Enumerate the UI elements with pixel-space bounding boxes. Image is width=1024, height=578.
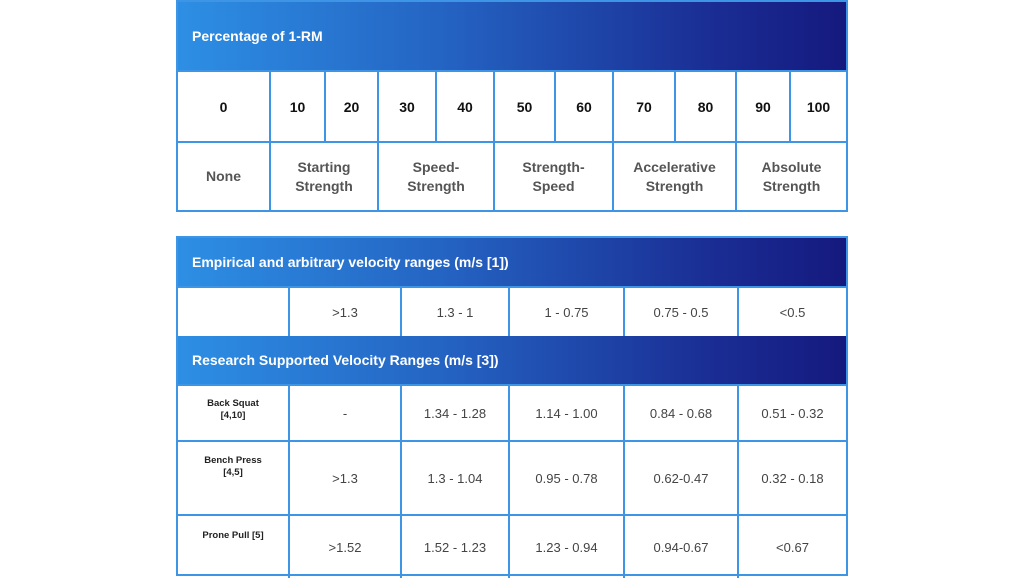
velocity-cell: 0.62-0.47 — [653, 470, 709, 486]
velocity-cell: 1.34 - 1.28 — [423, 405, 487, 421]
velocity-cell: <0.67 — [776, 539, 809, 555]
exercise-label-bench-press: Bench Press [4,5] — [178, 442, 288, 514]
zone-cell: Strength- Speed — [495, 143, 612, 210]
zone-cell: Starting Strength — [271, 143, 377, 210]
zone-label: Speed — [532, 177, 575, 194]
velocity-cell: 0.32 - 0.18 — [761, 470, 824, 486]
exercise-name: Back Squat — [207, 398, 259, 409]
velocity-cell: >1.3 — [332, 470, 358, 486]
velocity-cell: 0.94-0.67 — [653, 539, 709, 555]
zone-label: Starting — [297, 158, 351, 175]
empirical-header-text: Empirical and arbitrary velocity ranges … — [192, 254, 509, 270]
research-header: Research Supported Velocity Ranges (m/s … — [178, 336, 846, 384]
empirical-cell: <0.5 — [779, 304, 806, 320]
zone-cell: Accelerative Strength — [614, 143, 735, 210]
zone-label: Strength — [407, 177, 465, 194]
velocity-cell: 1.52 - 1.23 — [423, 539, 487, 555]
pct-cell: 40 — [457, 98, 473, 115]
empirical-cell: 0.75 - 0.5 — [653, 304, 709, 320]
percentage-1rm-table: Percentage of 1-RM 0 10 20 30 40 50 60 7… — [176, 0, 848, 212]
zone-cell: Speed- Strength — [379, 143, 493, 210]
exercise-ref: [4,5] — [223, 467, 243, 478]
empirical-cell: >1.3 — [332, 304, 358, 320]
zone-label: Accelerative — [633, 158, 716, 175]
empirical-cell: 1.3 - 1 — [436, 304, 474, 320]
pct-cell: 10 — [289, 98, 306, 115]
zone-label: Strength- — [522, 158, 585, 175]
percentage-1rm-header: Percentage of 1-RM — [178, 2, 846, 70]
velocity-cell: 1.23 - 0.94 — [535, 539, 598, 555]
exercise-name: Prone Pull [5] — [202, 530, 264, 541]
velocity-cell: 0.84 - 0.68 — [649, 405, 713, 421]
zone-label: Strength — [295, 177, 353, 194]
velocity-cell: 1.14 - 1.00 — [535, 405, 598, 421]
exercise-name: Bench Press — [204, 455, 262, 466]
velocity-cell: - — [342, 405, 348, 421]
percentage-1rm-header-text: Percentage of 1-RM — [192, 28, 323, 44]
zone-label: None — [206, 168, 241, 184]
research-header-text: Research Supported Velocity Ranges (m/s … — [192, 352, 499, 368]
velocity-cell: 0.51 - 0.32 — [761, 405, 824, 421]
pct-cell: 20 — [343, 98, 360, 115]
zone-label: Absolute — [761, 158, 822, 175]
zone-cell: None — [178, 143, 269, 210]
pct-cell: 0 — [219, 98, 228, 115]
zone-cell: Absolute Strength — [737, 143, 846, 210]
pct-cell: 70 — [636, 98, 652, 115]
exercise-label-prone-pull: Prone Pull [5] — [178, 516, 288, 578]
pct-cell: 60 — [576, 98, 592, 115]
empirical-header: Empirical and arbitrary velocity ranges … — [178, 238, 846, 286]
zone-label: Speed- — [412, 158, 460, 175]
velocity-ranges-table: Empirical and arbitrary velocity ranges … — [176, 236, 848, 578]
exercise-ref: [4,10] — [220, 410, 246, 421]
pct-cell: 30 — [399, 98, 415, 115]
exercise-label-back-squat: Back Squat [4,10] — [178, 386, 288, 440]
velocity-cell: 0.95 - 0.78 — [535, 470, 598, 486]
velocity-cell: 1.3 - 1.04 — [427, 470, 483, 486]
velocity-cell: >1.52 — [328, 539, 362, 555]
pct-cell: 50 — [516, 98, 533, 115]
pct-cell: 100 — [806, 98, 831, 115]
pct-cell: 90 — [755, 98, 771, 115]
empirical-cell — [178, 288, 288, 336]
zone-label: Strength — [762, 177, 821, 194]
zone-label: Strength — [645, 177, 704, 194]
pct-cell: 80 — [697, 98, 714, 115]
empirical-cell: 1 - 0.75 — [544, 304, 589, 320]
